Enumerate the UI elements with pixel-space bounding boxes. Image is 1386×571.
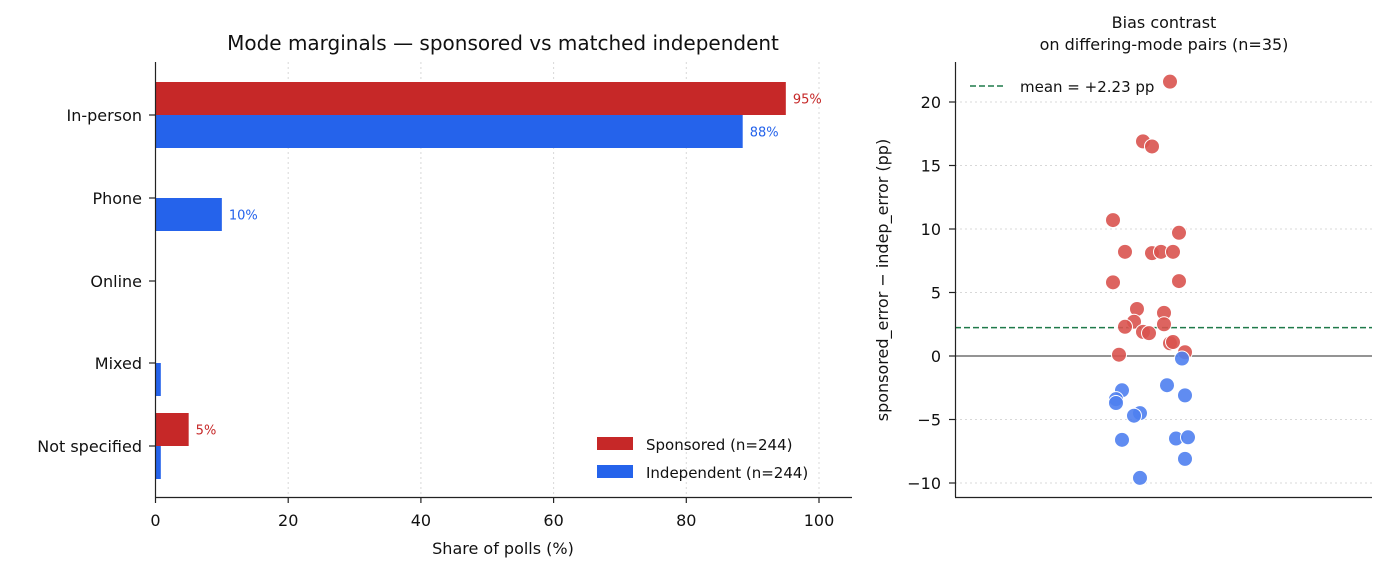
scatter-point-negative: [1159, 377, 1175, 394]
left-category-label: Phone: [92, 189, 142, 208]
scatter-point-positive: [1117, 318, 1133, 335]
bias-contrast-chart: Bias contrast on differing-mode pairs (n…: [873, 13, 1372, 499]
left-category-label: Mixed: [95, 354, 142, 373]
left-category-label: Not specified: [37, 437, 142, 456]
right-points: [1105, 73, 1196, 486]
bar-independent: [155, 115, 743, 148]
left-legend: Sponsored (n=244) Independent (n=244): [597, 436, 808, 482]
left-x-tick-label: 100: [804, 511, 835, 530]
legend-label-sponsored: Sponsored (n=244): [646, 436, 792, 454]
scatter-point-positive: [1144, 138, 1160, 155]
scatter-point-positive: [1165, 243, 1181, 260]
right-y-tick-label: 20: [921, 93, 941, 112]
bar-value-label-independent: 88%: [750, 126, 779, 141]
scatter-point-negative: [1132, 469, 1148, 486]
scatter-point-positive: [1165, 334, 1181, 351]
left-bars: [155, 82, 786, 479]
right-chart-title: Bias contrast: [1112, 13, 1217, 32]
scatter-point-negative: [1177, 450, 1193, 467]
scatter-point-negative: [1114, 431, 1130, 448]
left-x-tick-label: 40: [411, 511, 431, 530]
right-y-tick-label: 15: [921, 157, 941, 176]
bar-independent: [155, 446, 161, 479]
bar-value-label-sponsored: 5%: [196, 424, 217, 439]
scatter-point-positive: [1156, 316, 1172, 333]
scatter-point-positive: [1171, 224, 1187, 241]
mode-marginals-chart: Mode marginals — sponsored vs matched in…: [37, 31, 852, 558]
scatter-point-positive: [1171, 273, 1187, 290]
scatter-point-positive: [1141, 325, 1157, 342]
left-x-ticks: 0 20 40 60 80 100: [150, 497, 834, 530]
scatter-point-negative: [1108, 394, 1124, 411]
legend-swatch-sponsored: [597, 437, 633, 450]
right-y-tick-label: −5: [917, 411, 941, 430]
legend-swatch-independent: [597, 465, 633, 478]
bar-value-label-independent: 10%: [229, 209, 258, 224]
bar-sponsored: [155, 82, 786, 115]
left-x-tick-label: 20: [278, 511, 298, 530]
right-gridlines: [955, 101, 1372, 484]
left-x-tick-label: 60: [543, 511, 563, 530]
scatter-point-positive: [1105, 212, 1121, 229]
left-x-tick-label: 80: [676, 511, 696, 530]
right-y-tick-label: 10: [921, 220, 941, 239]
bar-value-label-sponsored: 95%: [793, 93, 822, 108]
bar-independent: [155, 363, 161, 396]
left-category-label: In-person: [67, 106, 142, 125]
left-y-ticks: In-person Phone Online Mixed Not specified: [37, 106, 155, 456]
scatter-point-negative: [1177, 387, 1193, 404]
right-y-axis-label: sponsored_error − indep_error (pp): [873, 139, 893, 421]
right-y-tick-label: 0: [931, 347, 941, 366]
left-category-label: Online: [90, 272, 142, 291]
scatter-point-positive: [1117, 243, 1133, 260]
legend-mean-label: mean = +2.23 pp: [1020, 78, 1154, 96]
left-x-axis-label: Share of polls (%): [432, 539, 574, 558]
left-x-tick-label: 0: [150, 511, 160, 530]
left-chart-title: Mode marginals — sponsored vs matched in…: [227, 31, 779, 55]
bar-independent: [155, 198, 222, 231]
scatter-point-positive: [1111, 346, 1127, 363]
left-data-labels: 95% 5% 88% 10%: [196, 93, 822, 439]
scatter-point-positive: [1162, 73, 1178, 90]
right-y-ticks: −10 −5 0 5 10 15 20: [907, 93, 955, 493]
right-legend: mean = +2.23 pp: [970, 78, 1154, 96]
right-y-tick-label: 5: [931, 284, 941, 303]
scatter-point-negative: [1126, 407, 1142, 424]
legend-label-independent: Independent (n=244): [646, 464, 808, 482]
scatter-point-negative: [1174, 350, 1190, 367]
scatter-point-negative: [1180, 429, 1196, 446]
right-y-tick-label: −10: [907, 474, 941, 493]
right-chart-subtitle: on differing-mode pairs (n=35): [1040, 35, 1289, 54]
bar-sponsored: [155, 413, 189, 446]
scatter-point-positive: [1105, 274, 1121, 291]
